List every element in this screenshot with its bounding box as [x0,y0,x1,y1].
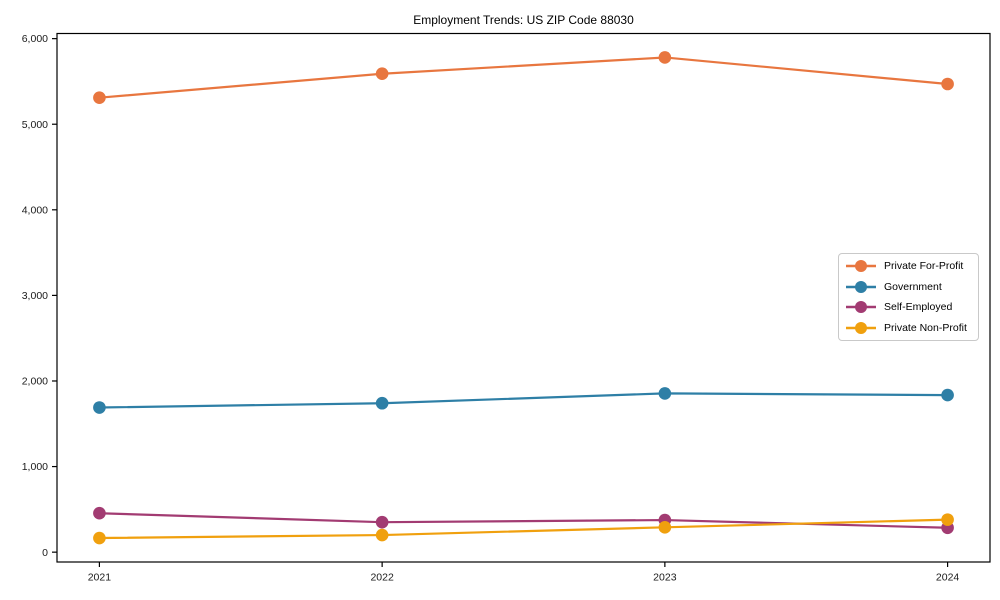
data-point-government-2023 [658,387,672,400]
data-point-government-2024 [941,388,954,402]
legend-item-private-for-profit: Private For-Profit [845,256,972,276]
legend-label: Self-Employed [884,301,953,314]
data-point-private-for-profit-2021 [93,91,106,104]
legend-marker-dot [855,280,867,293]
x-tick-label: 2023 [653,572,677,584]
legend-swatch-icon [846,280,876,293]
data-point-private-non-profit-2024 [941,513,954,526]
data-point-self-employed-2021 [93,506,106,520]
data-point-private-non-profit-2021 [93,531,106,545]
plot-area-border [56,32,991,563]
legend-item-private-non-profit: Private Non-Profit [845,318,972,338]
chart-title: Employment Trends: US ZIP Code 88030 [413,13,634,27]
legend-marker-dot [855,321,867,334]
y-tick-label: 2,000 [22,376,48,388]
data-point-private-non-profit-2022 [375,528,389,542]
x-tick-label: 2024 [936,572,960,584]
y-tick-label: 4,000 [22,204,48,216]
legend-label: Government [884,280,942,293]
y-tick-label: 0 [42,547,48,559]
x-tick-label: 2022 [370,572,394,584]
legend-swatch-icon [846,301,876,314]
legend-swatch-icon [846,260,876,273]
legend-marker-dot [855,260,867,273]
series-line-private-non-profit [98,518,949,540]
data-point-private-for-profit-2022 [375,67,389,81]
series-line-government [98,392,949,409]
legend-item-self-employed: Self-Employed [845,297,972,317]
legend-item-government: Government [845,277,972,297]
y-tick-label: 3,000 [22,290,48,302]
data-point-government-2021 [93,401,106,414]
y-tick-label: 6,000 [22,33,48,45]
data-point-private-non-profit-2023 [658,521,672,534]
legend-label: Private For-Profit [884,260,964,273]
legend-label: Private Non-Profit [884,321,967,334]
y-tick-label: 5,000 [22,119,48,131]
data-point-private-for-profit-2023 [658,51,672,64]
data-point-self-employed-2022 [375,515,389,529]
chart-legend: Private For-Profit Government Self-Employe… [838,253,979,341]
series-line-self-employed [98,512,949,529]
legend-swatch-icon [846,321,876,334]
series-line-private-for-profit [98,56,949,99]
data-point-government-2022 [375,396,389,410]
y-tick-label: 1,000 [22,461,48,473]
data-point-private-for-profit-2024 [941,77,954,91]
x-tick-label: 2021 [88,572,112,584]
legend-marker-dot [855,301,867,314]
